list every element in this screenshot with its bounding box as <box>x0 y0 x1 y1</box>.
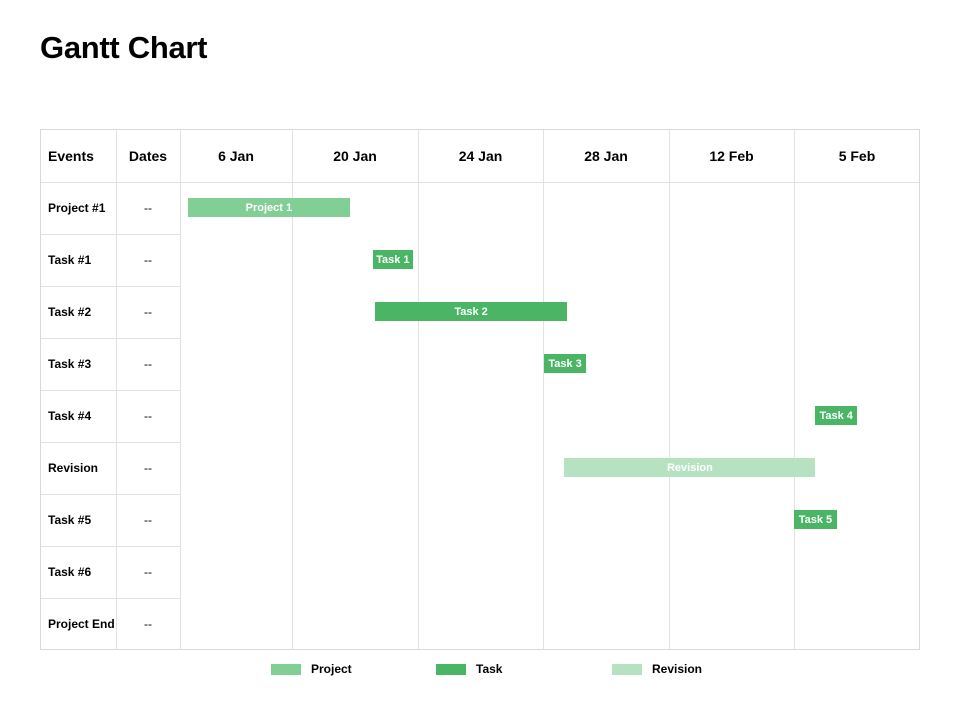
event-label: Task #6 <box>48 565 92 579</box>
timeline-header: 6 Jan <box>218 148 254 164</box>
event-label: Task #5 <box>48 513 92 527</box>
timeline-header: 20 Jan <box>333 148 377 164</box>
event-label: Task #4 <box>48 409 92 423</box>
grid-line-vertical <box>418 130 419 649</box>
legend-item: Task <box>436 662 502 676</box>
event-label: Project End <box>48 617 115 631</box>
timeline-header: 28 Jan <box>584 148 628 164</box>
event-dates: -- <box>144 201 152 215</box>
grid-line-row <box>41 442 180 443</box>
event-dates: -- <box>144 461 152 475</box>
gantt-bar: Task 1 <box>372 250 413 269</box>
event-label: Task #2 <box>48 305 92 319</box>
event-dates: -- <box>144 617 152 631</box>
legend-label: Project <box>311 662 352 676</box>
legend-item: Revision <box>612 662 702 676</box>
timeline-header: 12 Feb <box>709 148 754 164</box>
gantt-bar: Project 1 <box>187 198 350 217</box>
grid-line-vertical <box>116 130 117 649</box>
header-dates: Dates <box>128 148 168 164</box>
gantt-bar: Task 3 <box>544 354 586 373</box>
event-label: Task #3 <box>48 357 92 371</box>
legend-label: Task <box>476 662 503 676</box>
legend-label: Revision <box>652 662 703 676</box>
grid-line-vertical <box>543 130 544 649</box>
grid-line-vertical <box>180 130 181 649</box>
timeline-header: 24 Jan <box>458 148 503 164</box>
grid-line-vertical <box>292 130 293 649</box>
header-events: Events <box>48 148 94 164</box>
legend-swatch <box>436 663 466 675</box>
legend-swatch <box>612 663 642 675</box>
gantt-chart: Events Dates 6 Jan 20 Jan 24 Jan 28 Jan 12 F… <box>40 129 920 650</box>
event-label: Task #1 <box>48 253 92 267</box>
gantt-bar: Task 2 <box>375 302 567 321</box>
grid-line-row <box>41 338 180 339</box>
timeline-header: 5 Feb <box>838 148 876 164</box>
gantt-bar: Task 5 <box>794 510 837 529</box>
grid-line-row <box>41 390 180 391</box>
gantt-bar: Task 4 <box>815 406 857 425</box>
event-label: Project #1 <box>48 201 106 215</box>
page-title: Gantt Chart <box>40 30 208 65</box>
grid-line-row <box>41 546 180 547</box>
event-dates: -- <box>144 253 152 267</box>
grid-line-row <box>41 494 180 495</box>
grid-line-row <box>41 286 180 287</box>
event-label: Revision <box>48 461 99 475</box>
grid-line-vertical <box>794 130 795 649</box>
event-dates: -- <box>144 565 152 579</box>
grid-line-row <box>41 598 180 599</box>
grid-line-row <box>41 234 180 235</box>
legend-item: Project <box>271 662 352 676</box>
legend-swatch <box>271 663 301 675</box>
grid-line-header <box>41 182 919 183</box>
gantt-bar: Revision <box>564 458 816 477</box>
event-dates: -- <box>144 409 152 423</box>
event-dates: -- <box>144 305 152 319</box>
event-dates: -- <box>144 357 152 371</box>
event-dates: -- <box>144 513 152 527</box>
grid-line-vertical <box>669 130 670 649</box>
